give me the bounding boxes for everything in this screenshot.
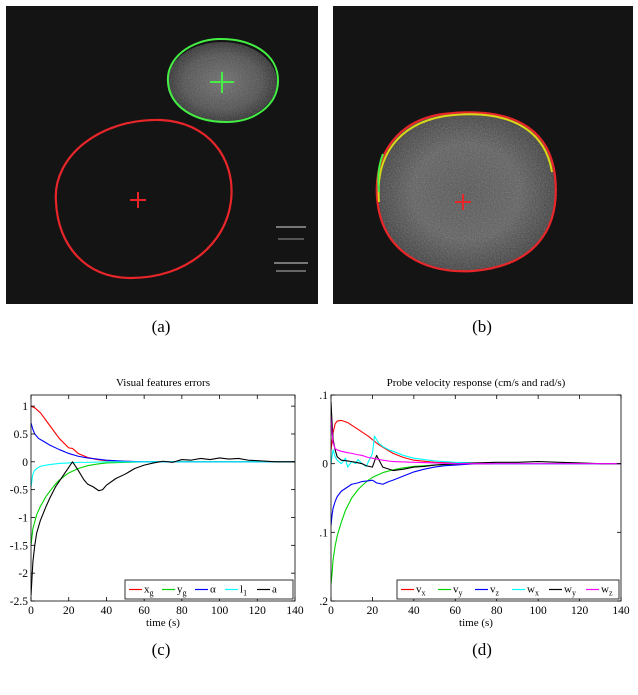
legend-label-w_y: wy — [564, 584, 576, 598]
legend-label-alpha: α — [210, 584, 216, 596]
series-group — [331, 401, 621, 584]
series-line-v_x — [331, 419, 621, 465]
blob-main-noise — [376, 112, 556, 272]
x-tick-label: 0 — [328, 605, 334, 617]
axes-box — [30, 394, 296, 602]
x-axis-label: time (s) — [459, 617, 493, 629]
image-panel-a — [6, 6, 318, 304]
subfigure-label-a: (a) — [151, 317, 171, 336]
y-tick-label: 0.1 — [319, 390, 328, 402]
x-tick-label: 40 — [408, 605, 420, 617]
center-cross-green — [210, 72, 234, 93]
legend-label-l_1: l1 — [240, 584, 247, 598]
x-tick-label: 20 — [367, 605, 379, 617]
legend-label-y_g: yg — [177, 584, 187, 598]
legend-label-w_x: wx — [527, 584, 539, 598]
legend: vx vy vz wx wy wz — [396, 579, 620, 600]
artifact-3 — [274, 262, 308, 264]
series-line-alpha — [31, 422, 295, 463]
series-line-w_y — [331, 401, 621, 472]
legend-label-v_z: vz — [490, 584, 500, 598]
series-line-a — [31, 457, 295, 596]
y-tick-label: -0.5 — [10, 485, 28, 497]
x-tick-label: 80 — [491, 605, 503, 617]
chart-visual-features-errors: Visual features errors 0 20 40 60 80 100 120 140… — [10, 377, 304, 629]
y-tick-label: 0 — [22, 457, 28, 469]
legend: xg yg α l1 a — [124, 579, 294, 600]
image-a-drawing — [54, 37, 308, 280]
x-tick-label: 60 — [450, 605, 462, 617]
x-axis-label: time (s) — [146, 617, 180, 629]
axes-box — [330, 394, 622, 602]
contour-yellow — [377, 113, 553, 203]
contour-red — [54, 118, 233, 280]
x-tick-label: 0 — [28, 605, 34, 617]
legend-label-v_x: vx — [416, 584, 426, 598]
legend-box — [124, 579, 294, 600]
contour-red — [375, 111, 557, 273]
artifact-4 — [276, 270, 306, 272]
contour-green — [166, 37, 280, 124]
chart-title: Visual features errors — [116, 377, 210, 389]
y-tick-label: -0.1 — [319, 527, 328, 539]
x-tick-label: 120 — [249, 605, 267, 617]
x-tick-label: 140 — [612, 605, 630, 617]
center-cross-red — [130, 192, 146, 208]
legend-box — [396, 579, 620, 600]
series-line-y_g — [31, 461, 295, 546]
x-tick-label: 20 — [63, 605, 75, 617]
artifact-1 — [276, 226, 306, 228]
x-tick-label: 140 — [286, 605, 304, 617]
subfigure-label-c: (c) — [151, 640, 171, 659]
center-cross-red — [455, 194, 471, 210]
subfigure-label-b: (b) — [472, 317, 492, 336]
y-tick-label: -2.5 — [10, 596, 28, 608]
x-tick-label: 120 — [571, 605, 589, 617]
subfigure-label-d: (d) — [472, 640, 492, 659]
y-tick-label: 0.5 — [14, 429, 29, 441]
x-tick-label: 40 — [101, 605, 113, 617]
image-panel-b — [333, 6, 633, 304]
image-b-drawing — [375, 111, 557, 273]
x-tick-label: 80 — [176, 605, 188, 617]
y-tick-label: -1 — [18, 512, 28, 524]
y-tick-label: 1 — [22, 401, 28, 413]
series-line-w_z — [331, 415, 621, 465]
x-tick-label: 60 — [138, 605, 150, 617]
contour-green-segment — [377, 153, 384, 193]
chart-probe-velocity-response: Probe velocity response (cm/s and rad/s)… — [319, 377, 630, 629]
series-group — [31, 405, 295, 596]
x-tick-label: 100 — [530, 605, 548, 617]
legend-label-x_g: xg — [144, 584, 154, 598]
legend-label-w_z: wz — [601, 584, 613, 598]
y-tick-label: -1.5 — [10, 540, 28, 552]
legend-label-v_y: vy — [453, 584, 463, 598]
x-tick-label: 100 — [211, 605, 229, 617]
series-line-v_z — [331, 463, 621, 526]
legend-label-a: a — [272, 584, 277, 596]
y-tick-label: 0 — [322, 459, 328, 471]
y-tick-label: -2 — [18, 568, 28, 580]
chart-title: Probe velocity response (cm/s and rad/s) — [387, 377, 566, 389]
y-tick-label: -0.2 — [319, 596, 328, 608]
artifact-2 — [278, 238, 304, 240]
